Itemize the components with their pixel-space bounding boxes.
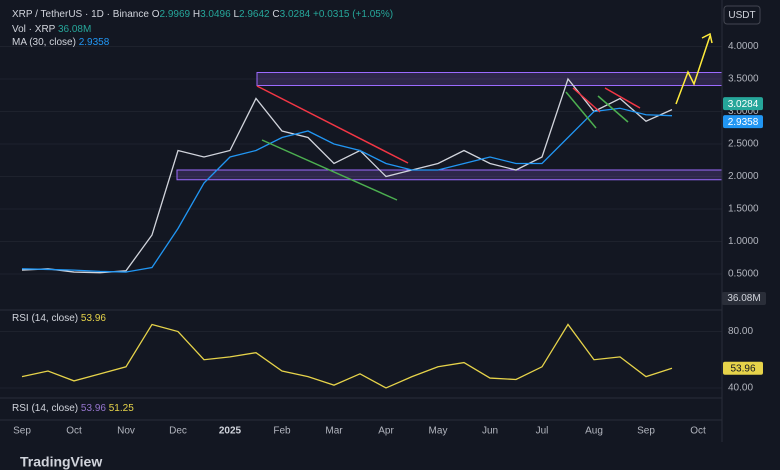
ohlc-value: 2.9642	[239, 9, 270, 20]
x-tick-label: Feb	[273, 426, 291, 437]
y-tick-label: 1.0000	[728, 236, 759, 247]
volume-value: 36.08M	[727, 293, 760, 304]
x-tick-label: Apr	[378, 426, 394, 437]
rsi-value: 53.96	[80, 403, 106, 414]
trend-line	[261, 139, 398, 201]
zone	[176, 169, 723, 181]
y-tick-label: 3.0000	[728, 106, 759, 117]
y-tick-label: 1.5000	[728, 204, 759, 215]
x-tick-label: Mar	[325, 426, 343, 437]
volume-value: 36.08M	[57, 24, 92, 35]
trend-line	[565, 91, 597, 129]
y-tick-label: 80.00	[728, 326, 753, 337]
x-tick-label: Aug	[585, 426, 603, 437]
series-line	[21, 107, 673, 273]
currency[interactable]: USDT	[728, 10, 755, 21]
symbol-legend: XRP / TetherUS · 1D · Binance O2.9969 H3…	[12, 9, 393, 20]
volume-tag	[722, 292, 766, 305]
volume-label: Vol · XRP	[12, 24, 56, 35]
ohlc-label: O	[151, 9, 160, 20]
brand: TradingView	[20, 454, 102, 470]
trend-line	[604, 87, 641, 109]
y-tick-label: 3.5000	[728, 74, 759, 85]
y-tick-label: 2.5000	[728, 139, 759, 150]
series-line	[21, 323, 673, 389]
ohlc-label: C	[272, 9, 280, 20]
price-tag-label: 53.96	[730, 363, 755, 374]
trend-line	[597, 95, 629, 123]
price-tag-label: 2.9358	[728, 117, 759, 128]
x-tick-label: Jun	[482, 426, 498, 437]
plot-layer: 0.5000 1.0000 1.5000 2.0000 2.5000 3.0000 3.50…	[0, 41, 763, 437]
y-tick-label: 4.0000	[728, 41, 759, 52]
x-tick-label: Oct	[690, 426, 706, 437]
rsi-value: 53.96	[80, 313, 106, 324]
price-tag	[723, 361, 763, 375]
ohlc-value: 2.9969	[159, 9, 191, 20]
symbol-title: XRP / TetherUS · 1D · Binance	[12, 9, 149, 20]
x-tick-label: May	[429, 426, 448, 437]
projection-arrow	[675, 35, 711, 105]
price-tag	[723, 97, 763, 111]
x-tick-label: Sep	[13, 426, 31, 437]
rsi-ma-value: 51.25	[108, 403, 134, 414]
zone	[256, 72, 723, 86]
change: +0.0315 (+1.05%)	[313, 9, 394, 20]
trend-line	[256, 85, 409, 164]
y-tick-label: 0.5000	[728, 269, 759, 280]
y-tick-label: 40.00	[728, 383, 753, 394]
series-line	[21, 77, 673, 274]
price-tag	[723, 115, 763, 129]
rsi-legend: RSI (14, close) 53.96	[12, 313, 106, 324]
trend-line	[572, 87, 601, 113]
x-tick-label: Jul	[536, 426, 549, 437]
ma-value: 2.9358	[78, 37, 110, 48]
ma-legend: MA (30, close) 2.9358	[12, 37, 109, 48]
x-tick-label: 2025	[219, 426, 242, 437]
ohlc-label: L	[233, 9, 240, 20]
rsi-label: RSI (14, close)	[12, 313, 79, 324]
ma-label: MA (30, close)	[12, 37, 76, 48]
x-tick-label: Nov	[117, 426, 135, 437]
price-tag-label: 3.0284	[728, 99, 759, 110]
volume-legend: Vol · XRP 36.08M	[12, 24, 91, 35]
ohlc-label: H	[192, 9, 201, 20]
rsi-collapsed-legend: RSI (14, close) 53.96 51.25	[12, 403, 134, 414]
arrow-head	[701, 32, 713, 44]
x-tick-label: Oct	[66, 426, 82, 437]
ohlc-value: 3.0284	[279, 9, 311, 20]
rsi-label: RSI (14, close)	[12, 403, 79, 414]
y-tick-label: 2.0000	[728, 171, 759, 182]
x-tick-label: Dec	[169, 426, 187, 437]
currency-box[interactable]	[723, 5, 761, 25]
ohlc-value: 3.0496	[200, 9, 231, 20]
x-tick-label: Sep	[637, 426, 655, 437]
